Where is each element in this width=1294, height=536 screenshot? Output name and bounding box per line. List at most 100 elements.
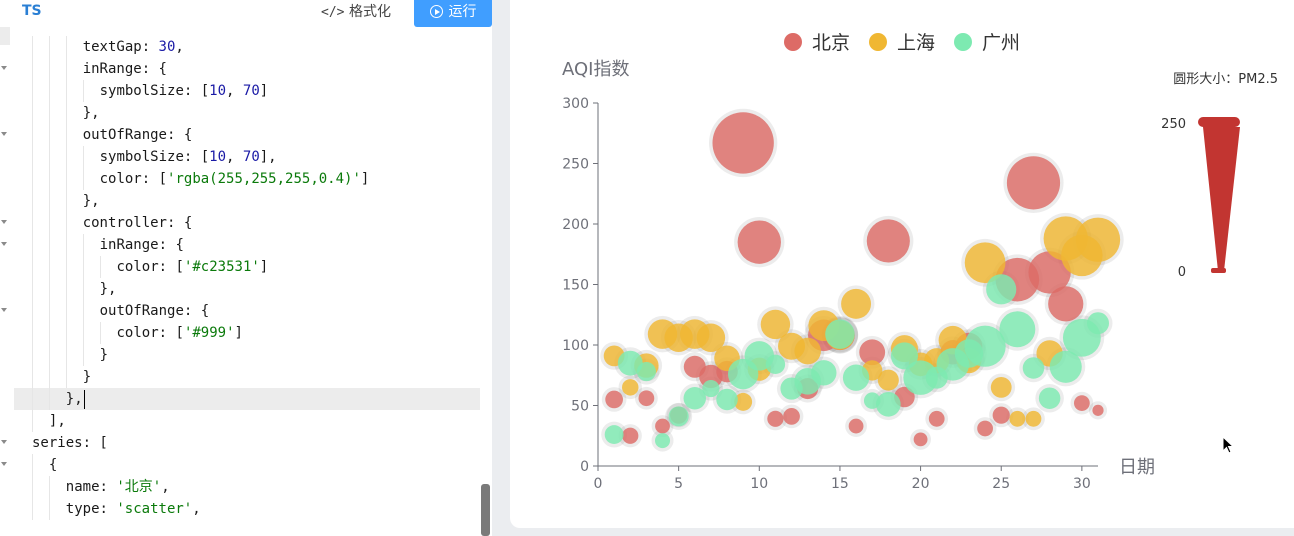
- scatter-point[interactable]: [1087, 312, 1109, 335]
- fold-arrow-icon[interactable]: [1, 462, 7, 466]
- scatter-point[interactable]: [655, 418, 670, 434]
- visual-map-handle-top[interactable]: [1198, 117, 1240, 127]
- scatter-point[interactable]: [890, 342, 918, 370]
- scatter-point[interactable]: [638, 390, 655, 407]
- visual-map-bar[interactable]: [1203, 127, 1240, 271]
- scatter-point[interactable]: [734, 392, 753, 411]
- code-text: },: [83, 190, 100, 212]
- fold-arrow-icon[interactable]: [1, 440, 7, 444]
- scatter-point[interactable]: [636, 362, 656, 382]
- scatter-point[interactable]: [842, 364, 870, 391]
- scatter-point[interactable]: [841, 288, 872, 319]
- scatter-point[interactable]: [617, 350, 643, 376]
- fold-arrow-icon[interactable]: [1, 242, 7, 246]
- scatter-point[interactable]: [928, 410, 945, 427]
- code-line[interactable]: color: ['#c23531']: [0, 256, 492, 278]
- legend-marker[interactable]: [784, 33, 802, 51]
- code-line[interactable]: textGap: 30,: [0, 36, 492, 58]
- scatter-point[interactable]: [1022, 357, 1045, 379]
- scatter-point[interactable]: [683, 387, 707, 410]
- code-line[interactable]: outOfRange: {: [0, 124, 492, 146]
- scatter-point[interactable]: [1028, 251, 1071, 294]
- code-line[interactable]: color: ['#999']: [0, 322, 492, 344]
- fold-arrow-icon[interactable]: [1, 66, 7, 70]
- code-line[interactable]: type: 'scatter',: [0, 498, 492, 520]
- scatter-point[interactable]: [1075, 217, 1121, 262]
- scatter-point[interactable]: [877, 369, 899, 391]
- scatter-point[interactable]: [992, 406, 1010, 424]
- fold-arrow-icon[interactable]: [1, 308, 7, 312]
- scatter-point[interactable]: [964, 325, 1006, 367]
- code-line[interactable]: ],: [0, 410, 492, 432]
- scatter-point[interactable]: [1049, 350, 1082, 383]
- code-line[interactable]: symbolSize: [10, 70],: [0, 146, 492, 168]
- scatter-point[interactable]: [1009, 410, 1026, 427]
- scatter-point[interactable]: [964, 242, 1006, 284]
- code-line[interactable]: {: [0, 454, 492, 476]
- scatter-point[interactable]: [760, 309, 791, 340]
- scatter-point[interactable]: [604, 425, 624, 444]
- code-line[interactable]: },: [0, 190, 492, 212]
- scatter-point[interactable]: [859, 339, 886, 366]
- scatter-point[interactable]: [811, 360, 837, 386]
- scatter-point[interactable]: [696, 323, 726, 352]
- scatter-point[interactable]: [765, 354, 786, 375]
- scatter-point[interactable]: [605, 390, 623, 409]
- scatter-point[interactable]: [876, 391, 901, 417]
- code-token: '北京': [116, 479, 162, 495]
- scatter-point[interactable]: [702, 379, 720, 398]
- scatter-point[interactable]: [622, 427, 639, 444]
- code-line[interactable]: name: '北京',: [0, 476, 492, 498]
- scatter-point[interactable]: [848, 418, 864, 434]
- scatter-point[interactable]: [1048, 286, 1084, 322]
- scatter-point[interactable]: [767, 410, 784, 427]
- scatter-point[interactable]: [1092, 404, 1104, 416]
- legend-marker[interactable]: [954, 33, 972, 51]
- scatter-point[interactable]: [1038, 387, 1061, 409]
- scatter-point[interactable]: [977, 420, 993, 437]
- code-line[interactable]: },: [0, 388, 492, 410]
- scatter-point[interactable]: [825, 319, 855, 349]
- scatter-point[interactable]: [622, 379, 639, 396]
- code-editor-panel[interactable]: textGap: 30, inRange: {symbolSize: [10, 7…: [0, 0, 492, 536]
- code-line[interactable]: }: [0, 344, 492, 366]
- scatter-point[interactable]: [999, 311, 1036, 348]
- code-line[interactable]: inRange: {: [0, 234, 492, 256]
- scatter-point[interactable]: [1006, 156, 1061, 210]
- scatter-point[interactable]: [712, 112, 774, 174]
- code-line[interactable]: controller: {: [0, 212, 492, 234]
- code-line[interactable]: }: [0, 366, 492, 388]
- scatter-point[interactable]: [1025, 410, 1042, 427]
- scatter-point[interactable]: [737, 220, 781, 264]
- scatter-point[interactable]: [990, 376, 1012, 398]
- code-line[interactable]: color: ['rgba(255,255,255,0.4)']: [0, 168, 492, 190]
- scatter-point[interactable]: [866, 219, 910, 263]
- scatter-point[interactable]: [986, 274, 1017, 305]
- code-line[interactable]: outOfRange: {: [0, 300, 492, 322]
- code-line[interactable]: series: [: [0, 432, 492, 454]
- scatter-point[interactable]: [913, 432, 928, 447]
- scatter-point[interactable]: [783, 408, 800, 425]
- run-button[interactable]: 运行: [414, 0, 492, 27]
- legend-marker[interactable]: [869, 33, 887, 51]
- scatter-point[interactable]: [903, 360, 938, 395]
- scatter-point[interactable]: [716, 388, 738, 411]
- format-button[interactable]: </> 格式化: [303, 0, 409, 27]
- code-token: },: [82, 105, 100, 121]
- editor-scrollbar[interactable]: [481, 484, 490, 536]
- x-tick-label: 15: [831, 476, 849, 492]
- indent-guide: [32, 344, 33, 366]
- scatter-point[interactable]: [1073, 395, 1090, 411]
- visual-map-handle-bottom[interactable]: [1211, 268, 1226, 273]
- scatter-point[interactable]: [668, 406, 689, 427]
- code-line[interactable]: symbolSize: [10, 70]: [0, 80, 492, 102]
- fold-arrow-icon[interactable]: [1, 220, 7, 224]
- scatter-point[interactable]: [654, 433, 671, 449]
- code-line[interactable]: },: [0, 102, 492, 124]
- fold-arrow-icon[interactable]: [1, 132, 7, 136]
- code-line[interactable]: inRange: {: [0, 58, 492, 80]
- code-text: outOfRange: {: [100, 300, 210, 322]
- scatter-point[interactable]: [794, 337, 821, 365]
- code-line[interactable]: },: [0, 278, 492, 300]
